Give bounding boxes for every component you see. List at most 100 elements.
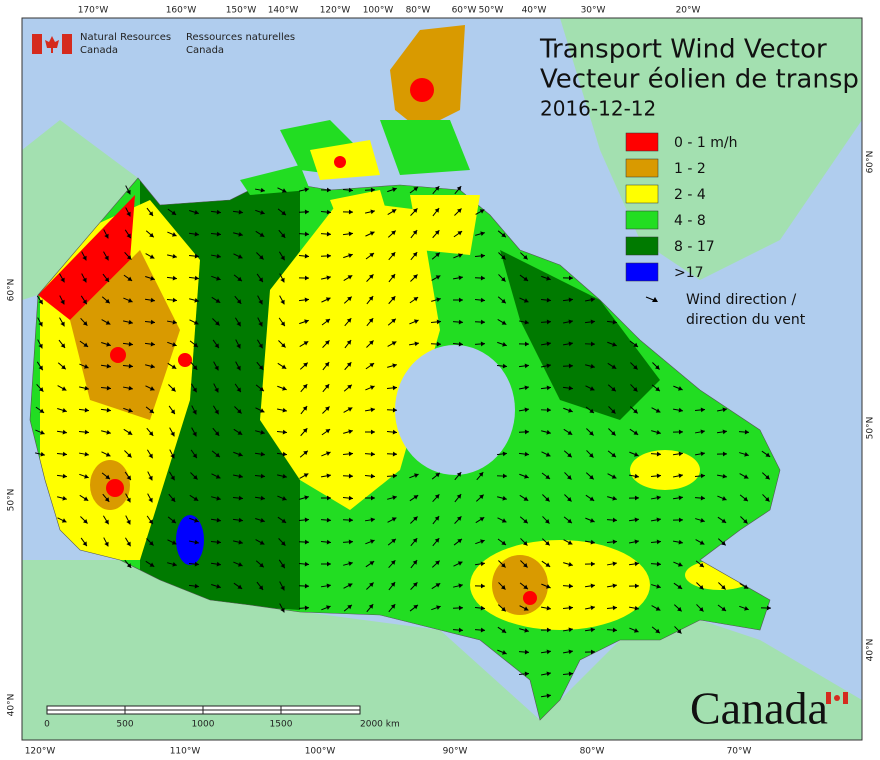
legend-swatch [625,158,659,178]
wind-arrow-head [326,495,331,501]
wind-arrow-head [612,342,617,347]
wind-arrow-head [456,472,462,477]
right-graticule-label: 50°N [866,417,876,440]
wind-arrow-head [590,561,595,567]
wind-arrow-head [456,494,462,499]
wind-arrow-head [634,452,639,457]
wind-arrow-head [545,474,550,480]
wind-arrow-head [524,649,529,655]
wind-arrow-head [612,517,617,523]
wind-arrow-head [172,561,177,567]
wind-arrow-head [456,516,462,521]
wind-arrow-head [215,452,220,458]
wind-arrow-head [216,561,221,567]
wind-arrows [35,185,772,699]
wind-arrow-head [171,386,176,392]
scale-label: 1500 [270,720,293,730]
wind-arrow-head [368,318,374,323]
wind-arrow-head [655,364,660,370]
wind-arrow-head [590,583,595,589]
wind-arrow-head [62,429,67,435]
wind-arrow-head [391,230,396,236]
wind-arrow-head [368,274,374,279]
wind-arrow-head [369,340,374,345]
wind-arrow-head [304,297,309,303]
wind-arrow-head [303,450,308,456]
wind-arrow-head [348,539,353,545]
wind-arrow-head [282,407,287,413]
wind-arrow-head [568,275,573,281]
top-graticule-label: 50°W [479,6,504,16]
wind-arrow-head [522,541,528,546]
wind-arrow-head [655,386,660,392]
wind-arrow-head [700,517,705,523]
wind-arrow-head [632,387,638,392]
wind-arrow-head [326,209,331,215]
wind-arrow-head [743,584,749,589]
wind-arrow-head [743,474,749,479]
wind-arrow-head [524,627,529,633]
wind-arrow-head [172,275,177,281]
wind-arrow-head [326,517,331,523]
wind-arrow-head [326,231,331,237]
wind-arrow-head [128,408,133,413]
wind-arrow-head [258,585,264,590]
wind-arrow-head [436,319,441,325]
top-graticule-label: 170°W [78,6,109,16]
wind-arrow-head [412,252,418,257]
wind-arrow-head [84,451,89,457]
wind-arrow-head [126,497,131,503]
wind-arrow-head [370,407,375,413]
bottom-graticule-label: 120°W [25,747,56,757]
wind-arrow-head [523,584,528,590]
wind-arrow-head [348,561,353,567]
wind-arrow-head [303,473,309,478]
wind-arrow-head [699,562,704,568]
wind-arrow-head [590,649,595,655]
wind-arrow-head [104,519,109,525]
wind-arrow-head [325,406,330,411]
wind-arrow-head [568,385,573,391]
wind-arrow-head [370,187,375,193]
wind-arrow-head [259,386,264,392]
wind-arrow-head [634,539,639,545]
wind-arrow-head [194,253,199,259]
wind-arrow-head [435,275,441,280]
wind-arrow-head [458,583,463,589]
wind-arrow-head [612,627,617,633]
wind-arrow-head [194,539,199,545]
left-graticule-label: 40°N [7,694,17,717]
wind-arrow-head [106,407,111,413]
wind-arrow-head [721,540,726,546]
wind-arrow-head [258,321,263,327]
wind-arrow-head [281,342,286,348]
wind-arrow-head [304,495,309,501]
wind-arrow-head [326,605,331,610]
wind-arrow-head [523,298,529,303]
wind-arrow-head [326,539,331,545]
field-red [106,479,124,497]
wind-arrow-head [346,318,352,323]
wind-arrow-head [677,584,683,589]
wind-arrow-head [612,319,617,325]
wind-arrow-head [348,495,353,501]
wind-arrow-head [500,585,506,590]
scale-label: 500 [116,720,133,730]
wind-arrow-head [392,473,397,479]
wind-arrow-head [150,341,155,347]
wind-arrow-head [546,605,551,611]
wind-arrow-head [370,495,375,501]
wind-arrow-head [612,495,617,501]
legend-swatch [625,236,659,256]
wind-arrow-head [170,431,175,437]
wind-arrow-head [128,341,133,347]
wind-arrow-head [347,407,353,412]
wind-arrow-head [216,583,221,589]
wind-arrow-head [567,430,573,435]
wind-arrow-head [568,605,573,611]
wind-arrow-head [346,340,352,345]
wind-arrow-head [743,496,748,502]
wind-arrow-head [435,472,440,478]
legend-label: 1 - 2 [674,161,706,177]
wind-arrow-head [348,429,353,435]
